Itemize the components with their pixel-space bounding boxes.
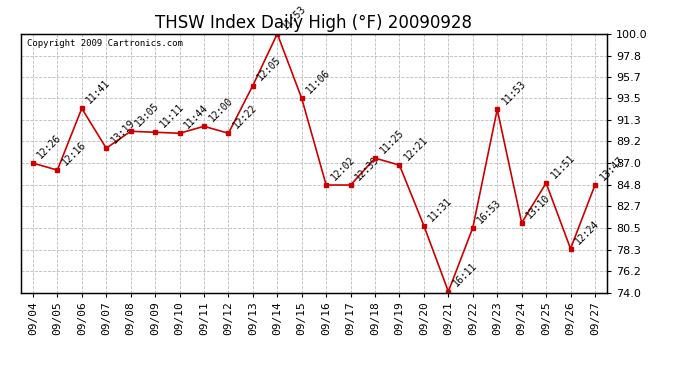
Text: 12:24: 12:24 <box>573 218 601 246</box>
Text: 12:05: 12:05 <box>255 55 284 83</box>
Text: 13:10: 13:10 <box>524 192 552 220</box>
Text: 11:25: 11:25 <box>378 128 406 155</box>
Text: 11:53: 11:53 <box>280 3 308 31</box>
Text: 12:21: 12:21 <box>402 135 430 162</box>
Text: 12:22: 12:22 <box>231 103 259 130</box>
Text: 12:39: 12:39 <box>353 154 382 182</box>
Text: 11:53: 11:53 <box>500 79 528 106</box>
Text: 13:47: 13:47 <box>598 154 626 182</box>
Text: 12:00: 12:00 <box>207 96 235 123</box>
Text: 16:53: 16:53 <box>475 197 504 225</box>
Title: THSW Index Daily High (°F) 20090928: THSW Index Daily High (°F) 20090928 <box>155 14 473 32</box>
Text: 12:02: 12:02 <box>329 154 357 182</box>
Text: 11:06: 11:06 <box>304 68 333 96</box>
Text: 13:05: 13:05 <box>133 100 161 129</box>
Text: 11:44: 11:44 <box>182 103 210 130</box>
Text: 13:19: 13:19 <box>109 118 137 146</box>
Text: 11:11: 11:11 <box>158 102 186 129</box>
Text: 12:16: 12:16 <box>60 140 88 167</box>
Text: 11:31: 11:31 <box>426 195 455 223</box>
Text: 16:11: 16:11 <box>451 261 479 289</box>
Text: 11:51: 11:51 <box>549 152 577 180</box>
Text: Copyright 2009 Cartronics.com: Copyright 2009 Cartronics.com <box>26 39 182 48</box>
Text: 12:26: 12:26 <box>36 132 63 160</box>
Text: 11:41: 11:41 <box>85 78 112 106</box>
